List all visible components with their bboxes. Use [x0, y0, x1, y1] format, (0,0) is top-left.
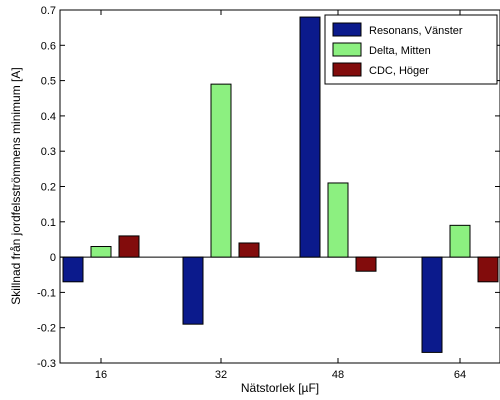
- legend-label-2: Delta, Mitten: [369, 45, 431, 57]
- y-tick-label: 0.1: [41, 217, 56, 229]
- bar-series-1-cat-16: [62, 256, 84, 283]
- legend-swatch-3: [332, 62, 362, 77]
- legend-swatch-1: [332, 22, 362, 37]
- x-tick-label: 16: [95, 369, 107, 381]
- bar-series-3-cat-32: [238, 242, 260, 258]
- bar-series-2-cat-64: [449, 224, 471, 258]
- bar-series-1-cat-64: [421, 256, 443, 353]
- legend-label-1: Resonans, Vänster: [369, 25, 463, 37]
- x-tick-label: 64: [454, 369, 466, 381]
- bar-series-1-cat-48: [299, 16, 321, 258]
- legend-label-3: CDC, Höger: [369, 65, 429, 77]
- bar-series-1-cat-32: [182, 256, 204, 325]
- bar-series-2-cat-48: [327, 182, 349, 258]
- bar-series-2-cat-32: [210, 83, 232, 258]
- y-tick-label: 0.7: [41, 5, 56, 17]
- y-tick-label: -0.1: [37, 287, 56, 299]
- bar-series-3-cat-48: [355, 256, 377, 272]
- x-axis-label: Nätstorlek [µF]: [241, 381, 319, 395]
- y-tick-label: -0.3: [37, 358, 56, 370]
- y-tick-label: -0.2: [37, 323, 56, 335]
- y-tick-label: 0: [50, 252, 56, 264]
- y-tick-label: 0.4: [41, 111, 56, 123]
- y-tick-label: 0.2: [41, 182, 56, 194]
- legend-swatch-2: [332, 42, 362, 57]
- bar-series-2-cat-16: [90, 246, 112, 258]
- y-tick-label: 0.5: [41, 76, 56, 88]
- x-tick-label: 48: [332, 369, 344, 381]
- legend: Resonans, Vänster Delta, Mitten CDC, Höger: [324, 14, 498, 85]
- y-tick-label: 0.3: [41, 146, 56, 158]
- y-tick-label: 0.6: [41, 40, 56, 52]
- y-axis-label: Skillnad från jordfelsströmmens minimum …: [9, 67, 23, 304]
- bar-series-3-cat-64: [477, 256, 499, 283]
- bar-series-3-cat-16: [118, 235, 140, 258]
- x-tick-label: 32: [215, 369, 227, 381]
